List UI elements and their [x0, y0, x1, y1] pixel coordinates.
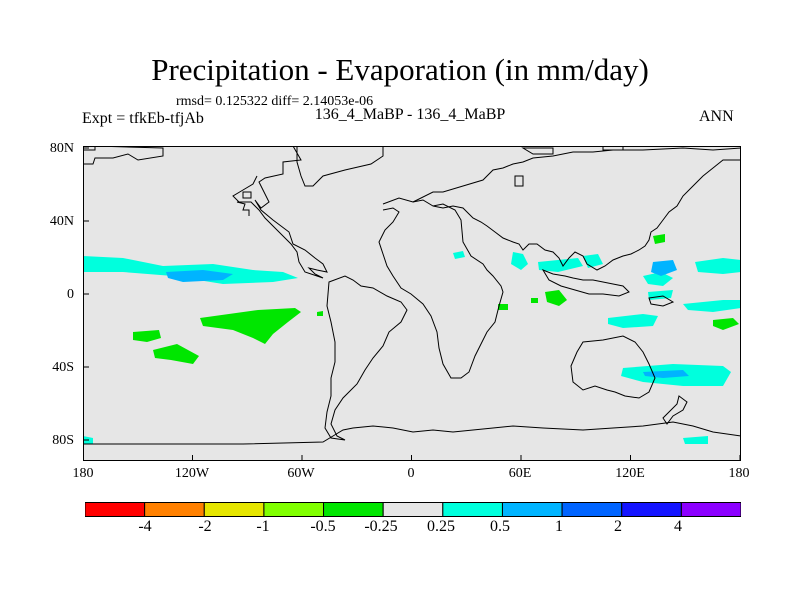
- cyan-contour-bay-bengal: [538, 258, 583, 272]
- green-contour-indian-ocean: [545, 290, 567, 306]
- colorbar-label: 0.25: [427, 518, 455, 535]
- colorbar-label: 1: [555, 518, 563, 535]
- green-contour-south-pacific-small: [133, 330, 161, 342]
- colorbar-label: 4: [674, 518, 682, 535]
- coastlines: [83, 146, 741, 445]
- season-label: ANN: [699, 108, 734, 125]
- colorbar-box: [144, 502, 205, 517]
- colorbar-box: [203, 502, 265, 517]
- colorbar-label: 0.5: [490, 518, 510, 535]
- cyan-contour-india: [511, 252, 528, 270]
- coastline-south-america: [324, 275, 408, 441]
- coastline-north-america: [83, 146, 328, 279]
- green-contour-south-pacific-lower: [153, 344, 199, 364]
- axis-ticks: [83, 147, 741, 461]
- map-plot: [83, 146, 741, 461]
- colorbar-box: [323, 502, 384, 517]
- x-tick-label: 180: [728, 466, 750, 481]
- figure-title: Precipitation - Evaporation (in mm/day): [151, 52, 649, 87]
- colorbar-label: -0.5: [310, 518, 336, 535]
- runs-label: 136_4_MaBP - 136_4_MaBP: [314, 106, 506, 123]
- coastline-new-zealand: [662, 395, 688, 425]
- colorbar-box: [561, 502, 623, 517]
- coastline-australia: [570, 335, 656, 399]
- green-contour-small-2: [531, 298, 538, 303]
- y-tick-label: 80N: [49, 141, 74, 156]
- green-contour-asia: [653, 234, 665, 244]
- contour-fills: [83, 234, 741, 444]
- cyan-contour-south-indian: [608, 314, 658, 328]
- colorbar-box: [680, 502, 741, 517]
- x-tick-label: 60E: [508, 466, 532, 481]
- coastline-arctic-islands: [521, 146, 624, 155]
- y-tick-label: 40N: [49, 214, 74, 229]
- x-tick-label: 0: [407, 466, 415, 481]
- colorbar-box: [621, 502, 682, 517]
- cyan-contour-tropical-east-pacific: [83, 256, 298, 284]
- coastline-europe-africa: [378, 197, 504, 379]
- cyan-contour-maritime: [643, 272, 673, 286]
- green-contour-dot: [317, 311, 323, 316]
- cyan-contour-south-pacific-west: [683, 300, 741, 312]
- coastline-eurasia: [412, 147, 741, 271]
- colorbar-box: [85, 502, 146, 517]
- x-tick-label: 120W: [174, 466, 210, 481]
- colorbar: [85, 502, 741, 517]
- colorbar-box: [263, 502, 325, 517]
- green-contour-south-pacific-east: [713, 318, 739, 330]
- colorbar-box: [442, 502, 503, 517]
- colorbar-box: [382, 502, 444, 517]
- green-contour-south-pacific: [200, 308, 301, 344]
- cyan-contour-africa: [453, 251, 465, 259]
- colorbar-label: 2: [614, 518, 622, 535]
- colorbar-label: -4: [138, 518, 152, 535]
- coastline-pacific-islands: [242, 191, 675, 307]
- blue-contour-west-pacific: [651, 260, 677, 276]
- x-tick-label: 180: [72, 466, 94, 481]
- y-tick-label: 0: [67, 287, 74, 302]
- colorbar-label: -1: [256, 518, 270, 535]
- colorbar-label: -2: [198, 518, 212, 535]
- y-tick-label: 80S: [52, 433, 74, 448]
- x-tick-label: 60W: [287, 466, 315, 481]
- green-contour-small-1: [498, 304, 508, 310]
- coastline-antarctica: [83, 421, 741, 445]
- blue-contour-tropical-east-pacific: [166, 270, 233, 282]
- coastline-maritime: [541, 268, 630, 297]
- coastline-greenland: [296, 146, 384, 187]
- cyan-contour-southern-ocean-east: [683, 436, 708, 444]
- cyan-contour-north-pacific: [695, 258, 741, 274]
- map-background: [83, 146, 741, 461]
- experiment-label: Expt = tfkEb-tfjAb: [82, 110, 204, 127]
- x-tick-label: 120E: [615, 466, 645, 481]
- colorbar-box: [501, 502, 563, 517]
- stats-text: rmsd= 0.125322 diff= 2.14053e-06: [176, 94, 374, 109]
- y-tick-label: 40S: [52, 360, 74, 375]
- colorbar-label: -0.25: [364, 518, 398, 535]
